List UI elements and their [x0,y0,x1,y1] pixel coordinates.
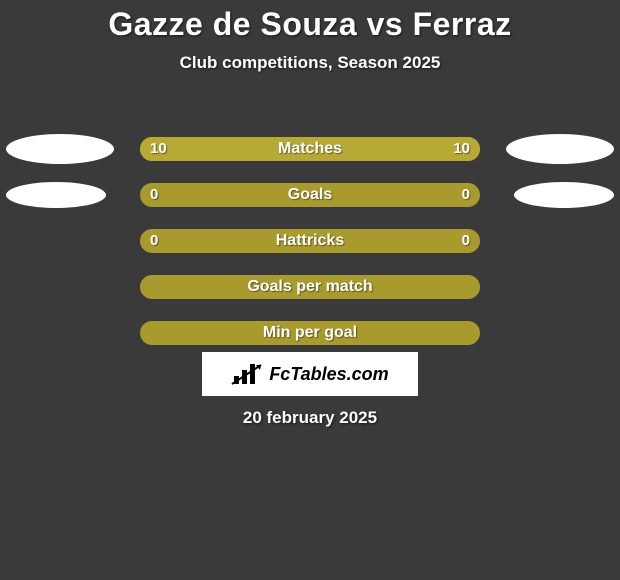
stat-bar: Min per goal [140,321,480,345]
player-avatar-right [514,182,614,208]
stat-label: Goals [140,183,480,207]
stat-label: Goals per match [140,275,480,299]
stat-label: Min per goal [140,321,480,345]
stat-row: Matches10 10 [0,126,620,172]
logo-text: FcTables.com [269,364,388,385]
stat-value-right: 10 [453,137,470,161]
stat-row: Hattricks0 0 [0,218,620,264]
stat-bar: Goals0 0 [140,183,480,207]
source-logo: FcTables.com [202,352,418,396]
stat-row: Min per goal [0,310,620,356]
stat-value-left: 0 [150,229,158,253]
stat-bar: Hattricks0 0 [140,229,480,253]
stat-label: Matches [140,137,480,161]
player-avatar-right [506,134,614,164]
page-title: Gazze de Souza vs Ferraz [0,0,620,43]
stat-row: Goals per match [0,264,620,310]
stat-bar: Goals per match [140,275,480,299]
bar-chart-icon [231,362,265,386]
player-avatar-left [6,134,114,164]
stat-value-right: 0 [462,183,470,207]
subtitle: Club competitions, Season 2025 [0,53,620,73]
stat-value-right: 0 [462,229,470,253]
stat-bar: Matches10 10 [140,137,480,161]
player-avatar-left [6,182,106,208]
stat-row: Goals0 0 [0,172,620,218]
date-label: 20 february 2025 [0,408,620,428]
comparison-infographic: Gazze de Souza vs Ferraz Club competitio… [0,0,620,580]
stat-value-left: 10 [150,137,167,161]
stat-value-left: 0 [150,183,158,207]
stat-label: Hattricks [140,229,480,253]
stat-rows: Matches1010Goals00Hattricks00Goals per m… [0,126,620,356]
